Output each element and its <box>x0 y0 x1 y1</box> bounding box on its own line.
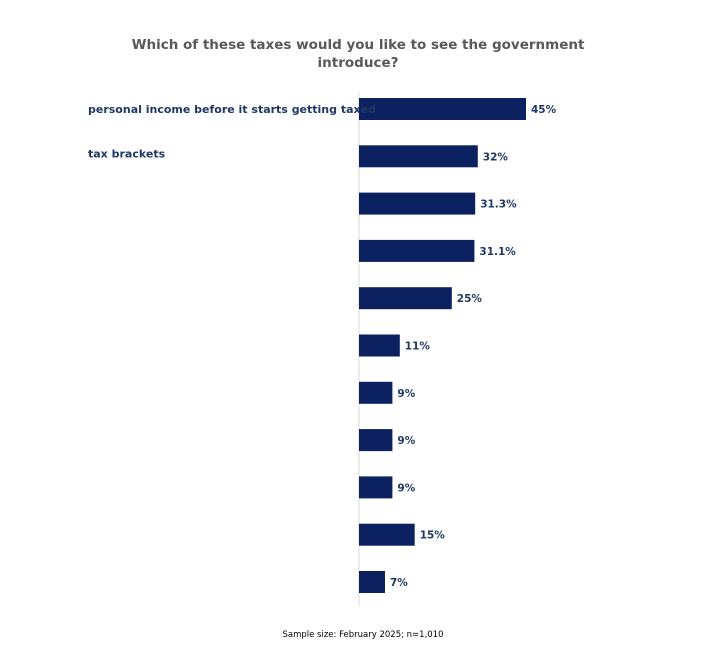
bar-8 <box>359 429 393 452</box>
chart-title: Which of these taxes would you like to s… <box>131 37 585 71</box>
value-label-10: 15% <box>420 530 446 542</box>
sample-size-footnote: Sample size: February 2025; n=1,010 <box>282 630 444 640</box>
bar-7 <box>359 381 393 404</box>
bar-11 <box>359 571 385 593</box>
value-label-11: 7% <box>390 577 408 589</box>
value-label-2: 32% <box>483 151 509 163</box>
value-label-7: 9% <box>397 388 415 400</box>
bar-9 <box>359 476 393 499</box>
value-label-8: 9% <box>397 435 415 447</box>
bar-2 <box>359 145 478 168</box>
bar-6 <box>359 334 400 357</box>
bar-3 <box>359 192 476 215</box>
bars-group: 45% personal income before it starts gett… <box>88 98 557 593</box>
category-label-1: personal income before it starts getting… <box>88 103 376 116</box>
value-label-6: 11% <box>405 341 431 353</box>
bar-10 <box>359 523 415 546</box>
value-label-3: 31.3% <box>480 199 517 211</box>
value-label-1: 45% <box>531 104 557 116</box>
bar-1 <box>359 98 526 120</box>
category-label-2: tax brackets <box>88 147 166 160</box>
value-label-4: 31.1% <box>479 246 516 258</box>
value-label-5: 25% <box>457 293 483 305</box>
bar-5 <box>359 287 452 310</box>
value-label-9: 9% <box>397 482 415 494</box>
bar-4 <box>359 239 475 262</box>
